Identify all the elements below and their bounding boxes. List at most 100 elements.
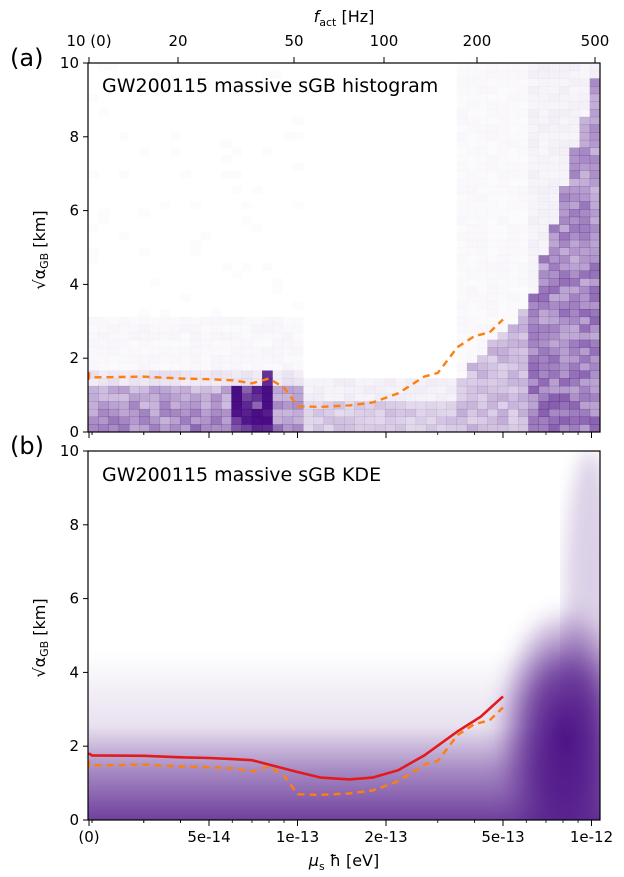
histogram-cell <box>579 162 591 172</box>
histogram-cell <box>487 86 498 94</box>
histogram-cell <box>180 324 191 332</box>
histogram-cell <box>508 201 519 209</box>
histogram-cell <box>477 125 488 133</box>
histogram-cell <box>98 347 109 355</box>
histogram-cell <box>518 155 529 163</box>
histogram-cell <box>364 416 376 425</box>
histogram-cell <box>467 294 478 302</box>
histogram-cell <box>88 340 99 348</box>
histogram-cell <box>467 155 478 163</box>
histogram-cell <box>262 408 273 418</box>
histogram-cell <box>518 194 529 202</box>
histogram-cell <box>210 416 222 425</box>
histogram-cell <box>498 294 509 302</box>
histogram-cell <box>457 271 468 279</box>
histogram-cell <box>528 186 539 195</box>
histogram-cell <box>241 393 253 402</box>
histogram-cell <box>487 301 498 309</box>
histogram-cell <box>477 86 488 94</box>
histogram-cell <box>528 255 539 264</box>
histogram-cell <box>108 317 119 325</box>
histogram-cell <box>518 401 529 410</box>
histogram-cell <box>231 378 242 387</box>
histogram-cell <box>487 240 498 248</box>
histogram-cell <box>160 355 171 363</box>
histogram-cell <box>405 416 417 425</box>
histogram-cell <box>333 424 345 432</box>
histogram-cell <box>498 163 509 171</box>
histogram-cell <box>457 148 468 156</box>
histogram-cell <box>323 424 335 432</box>
histogram-cell <box>518 101 529 109</box>
histogram-cell <box>579 193 591 202</box>
panel-label-b: (b) <box>10 432 44 460</box>
histogram-cell <box>579 147 591 156</box>
histogram-cell <box>589 262 600 271</box>
histogram-cell <box>169 408 181 418</box>
histogram-cell <box>128 378 140 387</box>
histogram-cell <box>477 424 488 432</box>
histogram-cell <box>507 332 519 341</box>
histogram-cell <box>498 171 509 179</box>
histogram-cell <box>160 309 171 317</box>
histogram-cell <box>549 171 560 179</box>
histogram-cell <box>200 416 212 425</box>
histogram-cell <box>559 316 570 325</box>
histogram-cell <box>528 401 539 410</box>
histogram-cell <box>210 378 222 387</box>
histogram-cell <box>548 355 560 364</box>
histogram-cell <box>118 408 130 418</box>
histogram-cell <box>538 247 550 256</box>
histogram-cell <box>119 317 130 325</box>
histogram-cell <box>498 148 509 156</box>
histogram-cell <box>467 194 478 202</box>
histogram-cell <box>589 324 600 333</box>
histogram-cell <box>498 301 509 309</box>
histogram-cell <box>477 178 488 186</box>
histogram-cell <box>405 408 417 418</box>
histogram-cell <box>559 393 570 402</box>
histogram-cell <box>231 401 242 410</box>
histogram-cell <box>538 301 550 310</box>
histogram-cell <box>528 270 539 279</box>
top-tick-label: 100 <box>370 32 399 50</box>
histogram-cell <box>508 248 519 256</box>
histogram-cell <box>579 293 591 302</box>
histogram-cell <box>293 317 304 325</box>
histogram-cell <box>467 163 478 171</box>
histogram-cell <box>108 424 120 432</box>
histogram-cell <box>487 294 498 302</box>
histogram-cell <box>528 155 539 164</box>
histogram-cell <box>354 378 365 387</box>
histogram-cell <box>507 347 519 356</box>
histogram-cell <box>580 63 591 71</box>
histogram-cell <box>508 263 519 271</box>
histogram-cell <box>467 286 478 294</box>
histogram-cell <box>283 363 294 371</box>
histogram-cell <box>559 347 570 356</box>
histogram-cell <box>149 278 160 286</box>
histogram-cell <box>528 316 539 325</box>
histogram-cell <box>262 393 273 402</box>
histogram-cell <box>548 162 560 172</box>
histogram-cell <box>252 332 263 340</box>
histogram-cell <box>139 317 150 325</box>
histogram-cell <box>538 124 550 133</box>
histogram-cell <box>221 416 232 425</box>
histogram-cell <box>477 286 488 294</box>
histogram-cell <box>282 385 294 394</box>
histogram-cell <box>518 294 529 302</box>
histogram-cell <box>467 232 478 240</box>
histogram-cell <box>170 148 181 156</box>
histogram-cell <box>559 124 570 133</box>
histogram-cell <box>528 408 539 418</box>
histogram-cell <box>139 324 150 332</box>
histogram-cell <box>528 116 539 125</box>
histogram-cell <box>487 378 498 387</box>
histogram-cell <box>508 101 519 109</box>
histogram-cell <box>548 232 560 241</box>
histogram-cell <box>508 148 519 156</box>
histogram-cell <box>518 224 529 232</box>
histogram-cell <box>456 408 468 418</box>
histogram-cell <box>251 378 263 387</box>
